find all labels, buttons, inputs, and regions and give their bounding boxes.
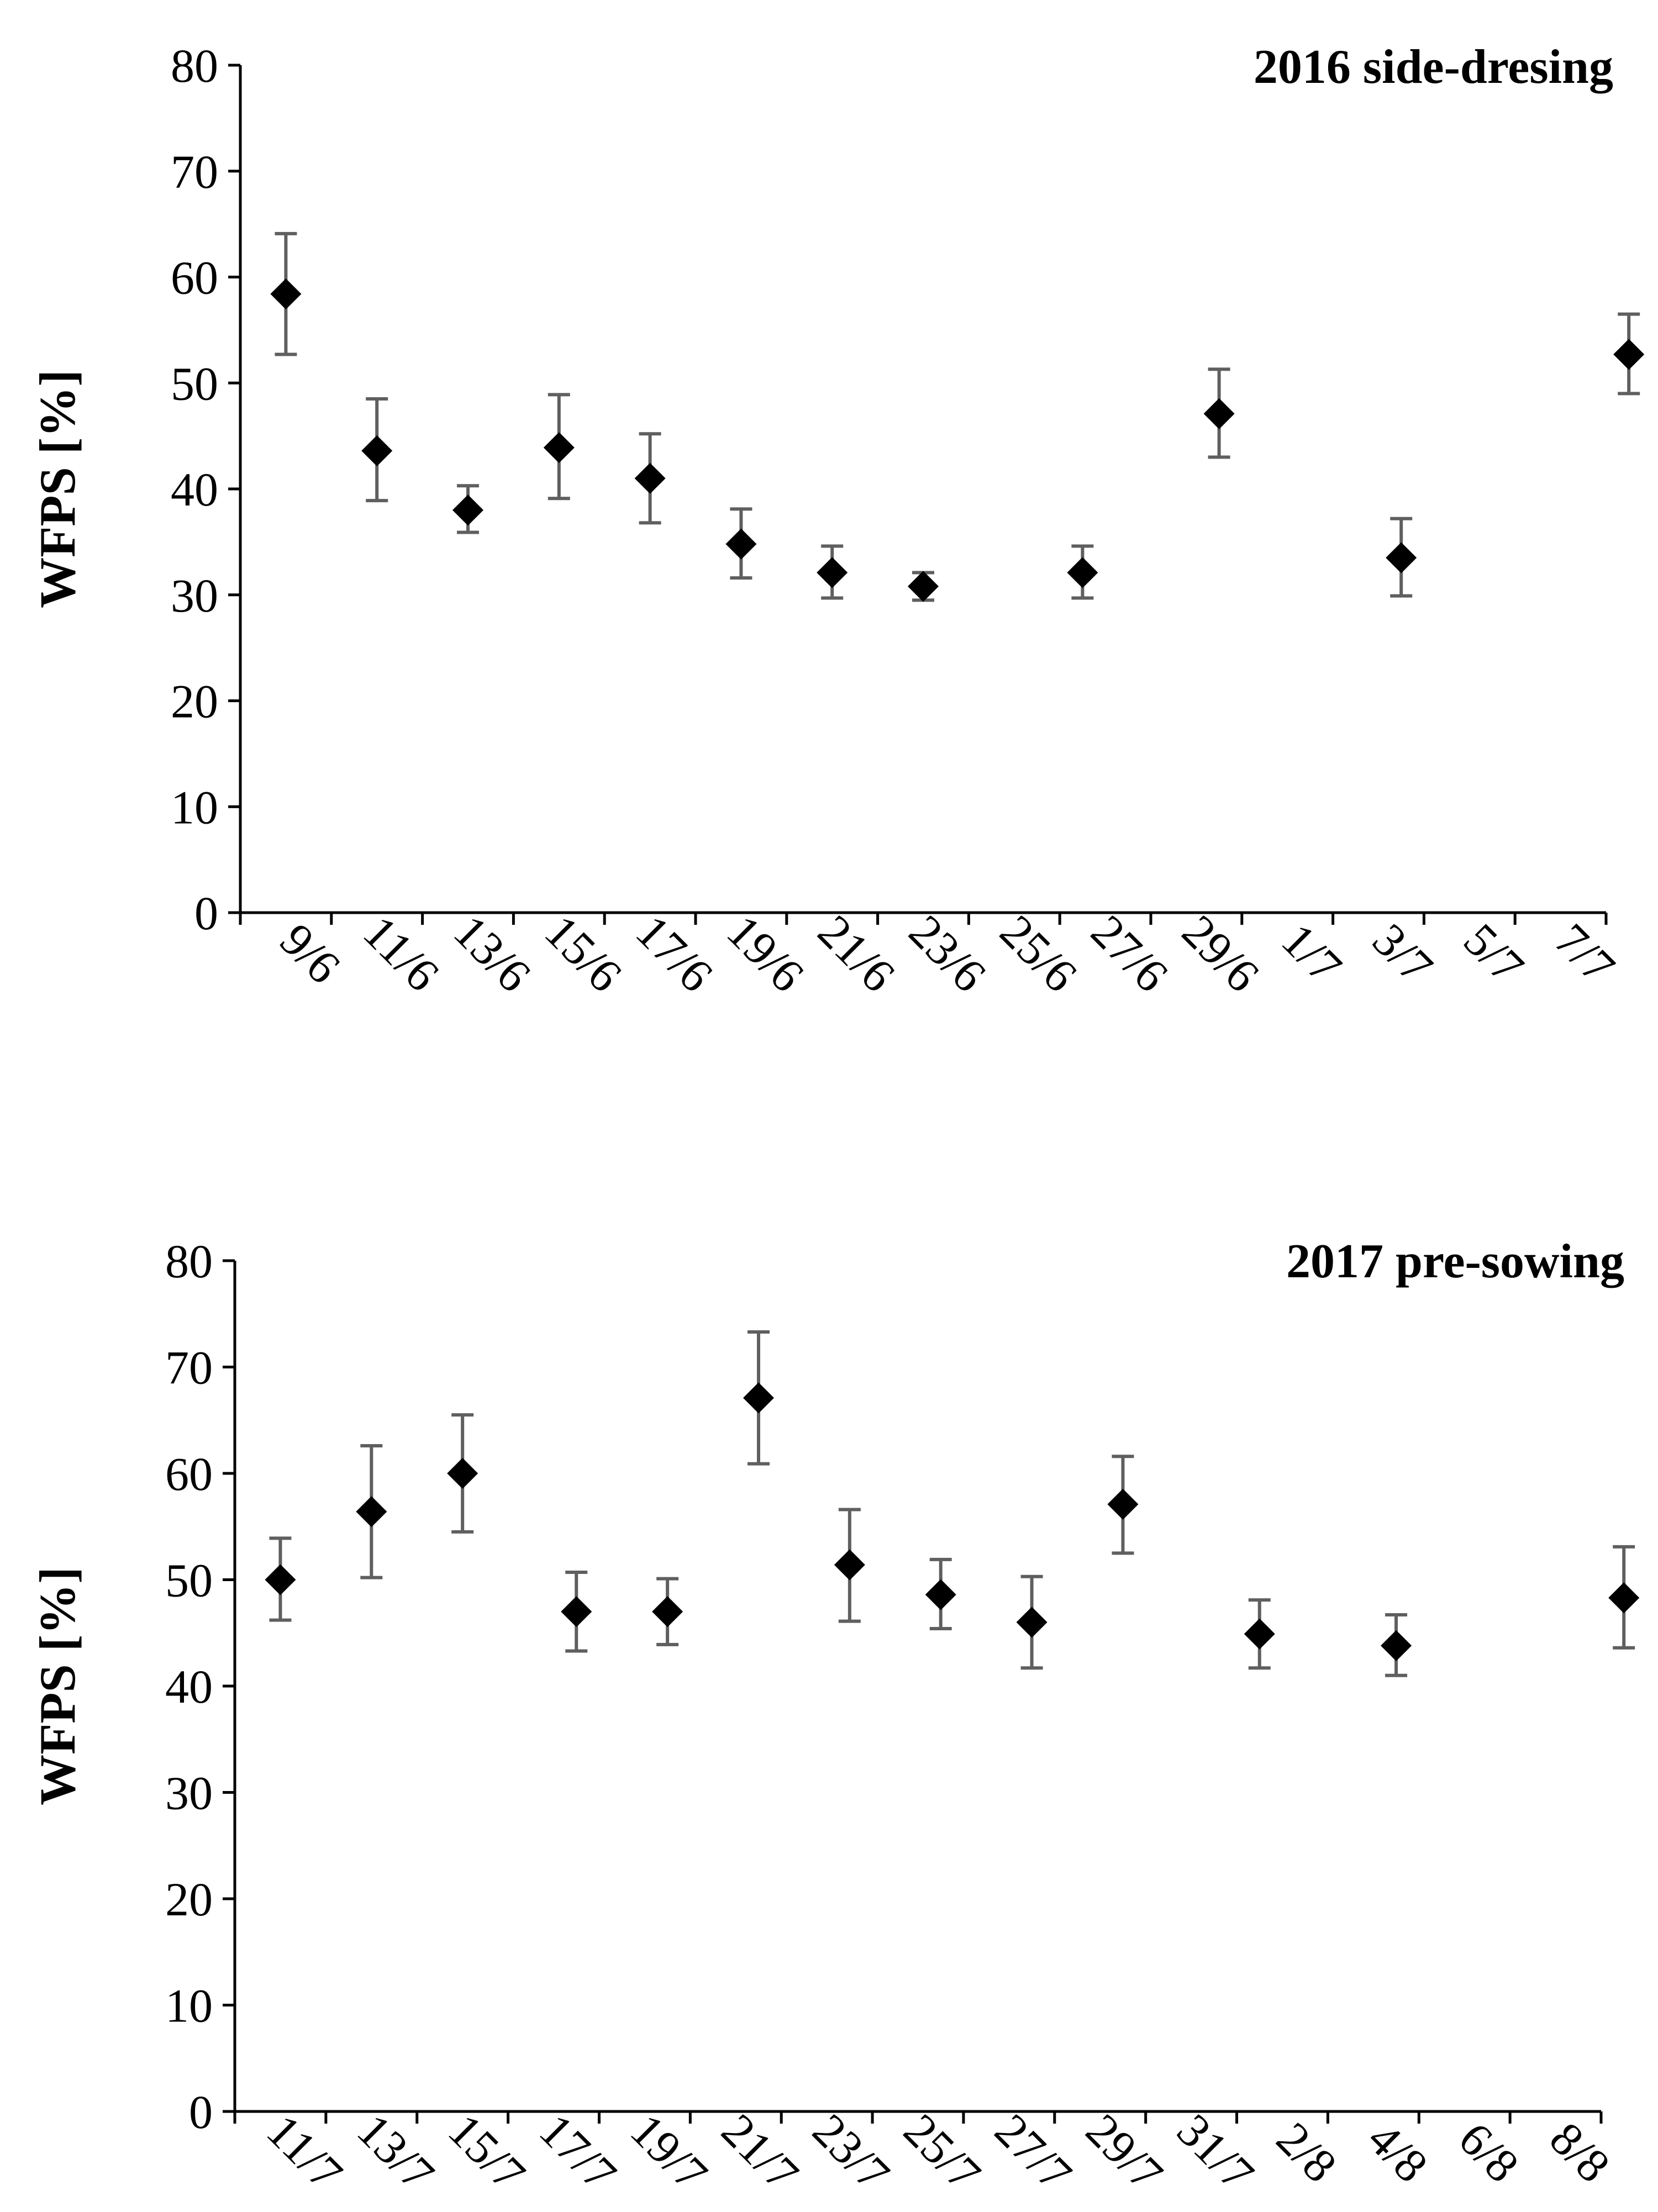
- x-tick-label: 29/6: [1172, 905, 1270, 1002]
- x-tick-label: 1/7: [1272, 913, 1352, 994]
- chart-title: 2017 pre-sowing: [1286, 1235, 1624, 1288]
- y-tick-label: 60: [165, 1447, 213, 1500]
- data-point-marker: [561, 1596, 592, 1628]
- x-tick-label: 13/6: [444, 905, 541, 1002]
- x-tick-label: 15/7: [438, 2104, 535, 2201]
- x-tick-label: 17/6: [626, 905, 723, 1002]
- y-tick-label: 50: [171, 357, 218, 410]
- x-tick-label: 9/6: [270, 913, 351, 994]
- x-tick-label: 23/6: [899, 905, 996, 1002]
- data-point-marker: [1107, 1488, 1139, 1520]
- data-point-marker: [361, 435, 393, 466]
- chart-1: 0 10 20 30 40 50 60 70 80 11/713/715/717/719/721/…: [29, 1235, 1640, 2201]
- chart-title: 2016 side-dresing: [1254, 40, 1613, 94]
- data-point-marker: [908, 571, 939, 602]
- data-point-marker: [1016, 1607, 1048, 1638]
- y-axis-title: WFPS [%]: [29, 1567, 86, 1805]
- x-tick-label: 7/7: [1545, 913, 1625, 994]
- data-point-marker: [817, 557, 848, 588]
- chart-0: 0 10 20 30 40 50 60 70 80 9/6 11/613/615/617/619/6…: [29, 39, 1645, 1002]
- y-tick-label: 30: [165, 1767, 213, 1820]
- x-tick-label: 2/8: [1266, 2112, 1347, 2193]
- x-tick-label: 3/7: [1362, 913, 1443, 994]
- y-tick-label: 10: [165, 1979, 213, 2032]
- y-tick-label: 20: [165, 1873, 213, 1926]
- x-tick-label: 19/7: [620, 2104, 718, 2201]
- x-tick-label: 8/8: [1540, 2112, 1620, 2193]
- y-tick-label: 0: [194, 887, 218, 940]
- x-tick-label: 15/6: [535, 905, 632, 1002]
- x-tick-label: 21/6: [808, 905, 905, 1002]
- x-tick-label: 27/7: [985, 2104, 1082, 2201]
- data-point-marker: [1386, 542, 1417, 573]
- x-tick-label: 13/7: [348, 2104, 445, 2201]
- x-tick-label: 21/7: [712, 2104, 809, 2201]
- y-tick-label: 60: [171, 251, 218, 304]
- y-tick-label: 10: [171, 781, 218, 834]
- y-tick-label: 40: [165, 1660, 213, 1713]
- x-tick-label: 23/7: [803, 2104, 900, 2201]
- x-tick-label: 11/6: [354, 905, 450, 1002]
- data-point-marker: [1244, 1618, 1275, 1650]
- y-tick-label: 40: [171, 463, 218, 516]
- y-tick-label: 80: [171, 39, 218, 92]
- x-tick-label: 6/8: [1449, 2112, 1529, 2193]
- x-tick-label: 31/7: [1167, 2104, 1264, 2201]
- data-point-marker: [265, 1564, 296, 1595]
- data-point-marker: [834, 1549, 865, 1581]
- y-tick-label: 70: [171, 145, 218, 198]
- x-tick-label: 5/7: [1454, 913, 1534, 994]
- x-tick-label: 25/6: [990, 905, 1087, 1002]
- data-point-marker: [1613, 339, 1645, 370]
- data-point-marker: [1381, 1630, 1412, 1661]
- x-tick-label: 17/7: [529, 2104, 627, 2201]
- y-tick-label: 80: [165, 1235, 213, 1288]
- y-tick-label: 20: [171, 675, 218, 728]
- y-tick-label: 0: [189, 2085, 213, 2139]
- y-tick-label: 70: [165, 1341, 213, 1394]
- y-tick-label: 50: [165, 1554, 213, 1607]
- data-point-marker: [1608, 1582, 1640, 1614]
- data-point-marker: [356, 1496, 387, 1528]
- x-tick-label: 19/6: [717, 905, 814, 1002]
- data-point-marker: [452, 494, 483, 526]
- data-point-marker: [925, 1579, 956, 1610]
- x-tick-label: 4/8: [1357, 2112, 1438, 2193]
- y-axis-title: WFPS [%]: [29, 370, 86, 608]
- x-tick-label: 11/7: [257, 2104, 353, 2200]
- data-point-marker: [543, 432, 575, 464]
- y-tick-label: 30: [171, 569, 218, 622]
- data-point-marker: [447, 1458, 478, 1489]
- data-point-marker: [652, 1596, 683, 1628]
- data-point-marker: [634, 462, 666, 494]
- x-tick-label: 29/7: [1076, 2104, 1173, 2201]
- data-point-marker: [743, 1382, 774, 1414]
- data-point-marker: [270, 278, 302, 310]
- data-point-marker: [1203, 398, 1235, 429]
- x-tick-label: 27/6: [1081, 905, 1178, 1002]
- data-point-marker: [1067, 557, 1098, 588]
- x-tick-label: 25/7: [894, 2104, 991, 2201]
- data-point-marker: [725, 528, 757, 560]
